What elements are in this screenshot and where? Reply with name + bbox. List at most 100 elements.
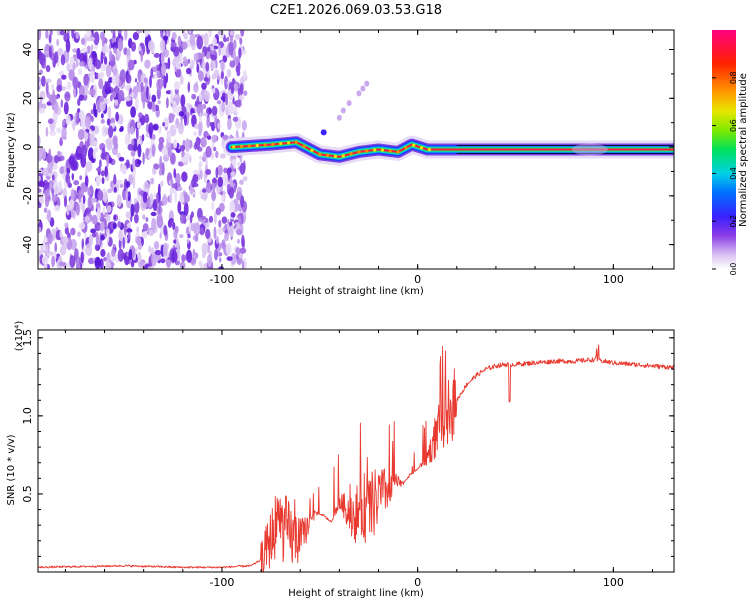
spectrogram-hot-spot xyxy=(372,148,377,152)
spectrogram-noise-blob xyxy=(220,60,225,71)
spectrogram-noise-blob xyxy=(52,163,58,170)
spectrogram-noise-blob xyxy=(54,242,57,253)
spectrogram-noise-blob xyxy=(221,92,227,103)
spectrogram-noise-blob xyxy=(130,126,135,135)
spectrogram-noise-blob xyxy=(113,214,117,221)
snr-data-point xyxy=(124,565,125,566)
spectrogram-noise-blob xyxy=(120,184,123,188)
spectrogram-noise-blob xyxy=(149,193,154,205)
spectrogram-noise-blob xyxy=(218,219,222,228)
spectrogram-noise-blob xyxy=(228,186,235,199)
spectrogram-noise-blob xyxy=(153,53,161,58)
snr-series-line xyxy=(38,344,674,572)
spectrogram-hot-spot xyxy=(333,154,338,158)
spectrogram-noise-blob xyxy=(72,62,76,71)
spectrogram-noise-blob xyxy=(218,44,222,57)
spectrogram-noise-blob xyxy=(65,114,71,125)
spectrogram-noise-blob xyxy=(103,96,108,103)
spectrogram-hot-spot xyxy=(310,148,314,152)
spectrogram-noise-blob xyxy=(230,155,237,160)
spectrogram-noise-blob xyxy=(160,180,164,187)
spectrogram-noise-blob xyxy=(63,195,68,208)
spectrogram-noise-blob xyxy=(214,248,218,261)
spectrogram-noise-blob xyxy=(141,134,145,142)
spectrogram-noise-blob xyxy=(114,85,119,94)
spectrogram-noise-blob xyxy=(103,191,108,204)
spectrogram-noise-blob xyxy=(124,30,128,41)
spectrogram-noise-blob xyxy=(215,235,219,245)
spectrogram-noise-blob xyxy=(174,93,178,100)
spectrogram-noise-blob xyxy=(201,82,207,90)
spectrogram-noise-blob xyxy=(54,51,59,64)
spectrogram-noise-blob xyxy=(39,69,43,75)
spectrogram-noise-blob xyxy=(76,146,83,155)
spectrogram-noise-blob xyxy=(101,113,104,119)
spectrogram-noise-blob xyxy=(241,260,245,269)
spectrogram-noise-blob xyxy=(112,243,117,248)
snr-xtick-label: 100 xyxy=(603,576,624,589)
spectrogram-noise-blob xyxy=(159,78,164,88)
spectrogram-noise-blob xyxy=(47,251,54,256)
spectrogram-noise-blob xyxy=(51,187,55,197)
spectrogram-noise-blob xyxy=(100,63,107,72)
spectrogram-noise-blob xyxy=(59,136,63,147)
snr-data-point xyxy=(652,365,653,366)
spectrogram-noise-blob xyxy=(88,133,95,146)
spectrogram-noise-blob xyxy=(73,180,80,186)
spectrogram-noise-blob xyxy=(38,192,45,204)
spectrogram-noise-blob xyxy=(73,87,77,99)
spectrogram-noise-blob xyxy=(174,225,179,234)
spectrogram-noise-blob xyxy=(79,60,86,67)
spectrogram-noise-blob xyxy=(136,226,140,234)
spectrogram-noise-blob xyxy=(56,30,61,37)
spectrogram-noise-blob xyxy=(125,188,129,202)
spectrogram-noise-blob xyxy=(135,97,139,112)
spectrogram-noise-blob xyxy=(60,155,65,161)
spectrogram-noise-blob xyxy=(181,150,185,159)
spectrogram-noise-blob xyxy=(146,86,149,100)
spectrogram-noise-blob xyxy=(49,181,52,190)
spectrogram-noise-blob xyxy=(133,198,138,204)
spectrogram-noise-blob xyxy=(240,195,245,209)
spectrogram-noise-blob xyxy=(111,248,116,257)
spectrogram-noise-blob xyxy=(138,72,142,83)
spectrogram-noise-blob xyxy=(215,167,219,179)
spectrogram-noise-blob xyxy=(163,35,169,41)
colorbar-ticks: 0.0 0.2 0.4 0.6 0.8 xyxy=(712,71,738,275)
spectrogram-hot-spot xyxy=(271,142,275,147)
spectrogram-noise-blob xyxy=(94,256,101,269)
spectrogram-noise-blob xyxy=(180,213,186,224)
spectrogram-noise-blob xyxy=(239,179,244,185)
spectrogram-hot-spot xyxy=(302,144,306,148)
snr-data-point xyxy=(486,368,487,369)
snr-panel: -100 0 100 0.5 1.0 1.5 Height of straight lin… xyxy=(6,321,675,599)
spectrogram-noise-blob xyxy=(99,100,106,112)
spectrogram-noise-blob xyxy=(147,101,153,110)
spectrogram-faint-blob xyxy=(346,100,352,107)
spectrogram-noise-blob xyxy=(199,169,203,180)
snr-data-point xyxy=(603,361,604,362)
spectrogram-noise-blob xyxy=(70,208,75,218)
spectrogram-noise-blob xyxy=(113,174,117,185)
spectrogram-noise-blob xyxy=(205,146,212,158)
spectrogram-noise-blob xyxy=(130,150,136,157)
spectrogram-noise-blob xyxy=(54,204,60,212)
spectrogram-noise-blob xyxy=(221,239,226,250)
spectrogram-noise-blob xyxy=(137,159,142,165)
spectrogram-noise-blob xyxy=(200,137,207,148)
spectrogram-noise-blob xyxy=(157,183,161,196)
figure-title: C2E1.2026.069.03.53.G18 xyxy=(270,3,442,18)
spectrogram-noise-blob xyxy=(167,146,172,157)
spectrogram-noise-blob xyxy=(49,217,55,227)
snr-data-point xyxy=(448,409,449,410)
snr-frame xyxy=(37,329,675,573)
spectrogram-noise-blob xyxy=(117,221,122,228)
spectrogram-noise-blob xyxy=(233,198,239,204)
spectrogram-noise-blob xyxy=(94,109,98,118)
spectrogram-noise-blob xyxy=(238,47,242,59)
snr-data-point xyxy=(308,525,309,526)
snr-data-point xyxy=(251,565,252,566)
spectrogram-noise-blob xyxy=(238,95,245,101)
spectrogram-noise-blob xyxy=(99,258,104,269)
spectrogram-noise-blob xyxy=(172,100,177,114)
